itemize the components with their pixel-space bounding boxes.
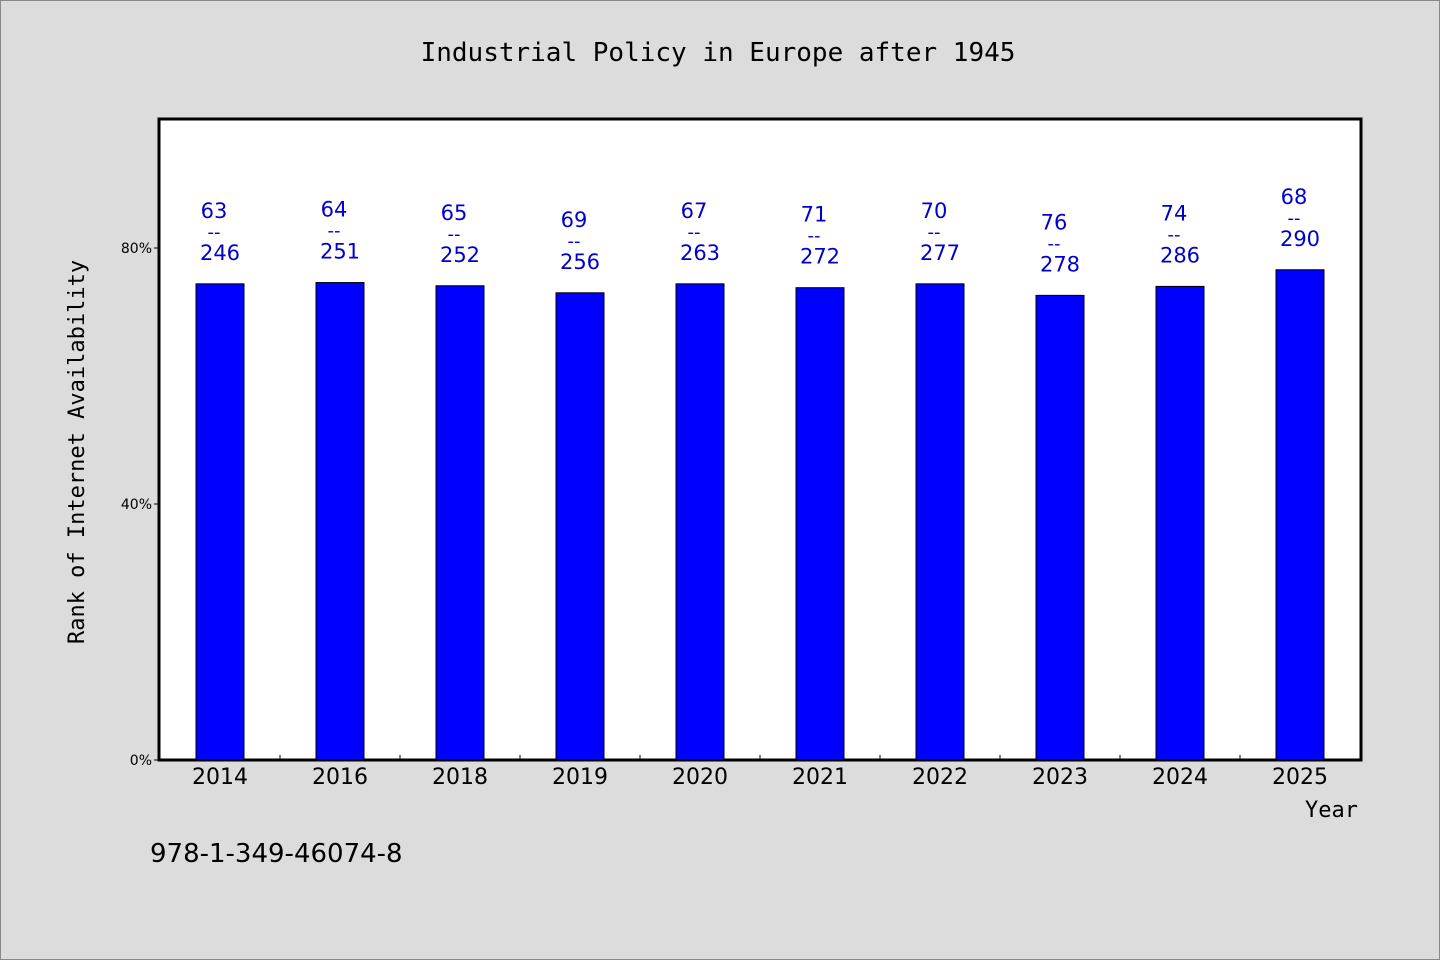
data-label-denominator: 246 <box>200 241 240 265</box>
data-label-separator: -- <box>448 224 461 245</box>
x-tick-label: 2025 <box>1272 765 1328 790</box>
bar-2025 <box>1275 269 1325 761</box>
data-label-numerator: 63 <box>201 199 228 223</box>
bar-2016 <box>315 282 365 761</box>
bar-2020 <box>675 283 725 761</box>
x-tick-label: 2023 <box>1032 765 1088 790</box>
data-labels-group: 63--24664--25165--25269--25667--26371--2… <box>200 185 1320 277</box>
data-label-separator: -- <box>328 221 341 242</box>
data-label-denominator: 252 <box>440 243 480 267</box>
data-label-separator: -- <box>208 222 221 243</box>
x-tick-label: 2022 <box>912 765 968 790</box>
x-tick-label: 2016 <box>312 765 368 790</box>
x-tick-label: 2019 <box>552 765 608 790</box>
x-tick-label: 2024 <box>1152 765 1208 790</box>
x-tick-label: 2014 <box>192 765 248 790</box>
bar-2024 <box>1155 285 1205 761</box>
data-label-denominator: 272 <box>800 245 840 269</box>
data-label-denominator: 263 <box>680 241 720 265</box>
y-tick-label: 0% <box>130 753 152 769</box>
data-label-denominator: 256 <box>560 250 600 274</box>
data-label-numerator: 68 <box>1281 185 1308 209</box>
bar-2018 <box>435 285 485 761</box>
bar-2021 <box>795 287 845 761</box>
data-label-numerator: 64 <box>321 198 348 222</box>
data-label-numerator: 65 <box>441 201 468 225</box>
chart-title: Industrial Policy in Europe after 1945 <box>421 38 1016 68</box>
data-label-numerator: 74 <box>1161 201 1188 225</box>
x-tick-label: 2020 <box>672 765 728 790</box>
data-label-denominator: 290 <box>1280 227 1320 251</box>
data-label-denominator: 251 <box>320 240 360 264</box>
y-tick-label: 40% <box>121 497 152 513</box>
data-label-denominator: 278 <box>1040 252 1080 276</box>
x-axis-label: Year <box>1305 798 1358 823</box>
data-label-numerator: 67 <box>681 199 708 223</box>
data-label-separator: -- <box>568 231 581 252</box>
data-label-denominator: 277 <box>920 241 960 265</box>
data-label-separator: -- <box>808 226 821 247</box>
y-axis-label: Rank of Internet Availability <box>65 260 90 644</box>
data-label-separator: -- <box>1048 233 1061 254</box>
x-tick-label: 2021 <box>792 765 848 790</box>
data-label-numerator: 76 <box>1041 210 1068 234</box>
bar-2022 <box>915 283 965 761</box>
data-label-separator: -- <box>1288 208 1301 229</box>
bar-2023 <box>1035 294 1085 761</box>
data-label-separator: -- <box>1168 224 1181 245</box>
data-label-separator: -- <box>928 222 941 243</box>
bar-2019 <box>555 292 605 761</box>
data-label-denominator: 286 <box>1160 243 1200 267</box>
isbn-footer: 978-1-349-46074-8 <box>150 839 403 869</box>
bars-group <box>195 269 1325 761</box>
x-tick-label: 2018 <box>432 765 488 790</box>
data-label-numerator: 70 <box>921 199 948 223</box>
bar-2014 <box>195 283 245 761</box>
data-label-numerator: 71 <box>801 203 828 227</box>
data-label-numerator: 69 <box>561 208 588 232</box>
x-axis: 2014 2016 2018 2019 2020 2021 2022 2023 2024 2025 <box>192 755 1328 790</box>
y-axis: 0% 40% 80% <box>121 241 160 769</box>
y-tick-label: 80% <box>121 241 152 257</box>
data-label-separator: -- <box>688 222 701 243</box>
